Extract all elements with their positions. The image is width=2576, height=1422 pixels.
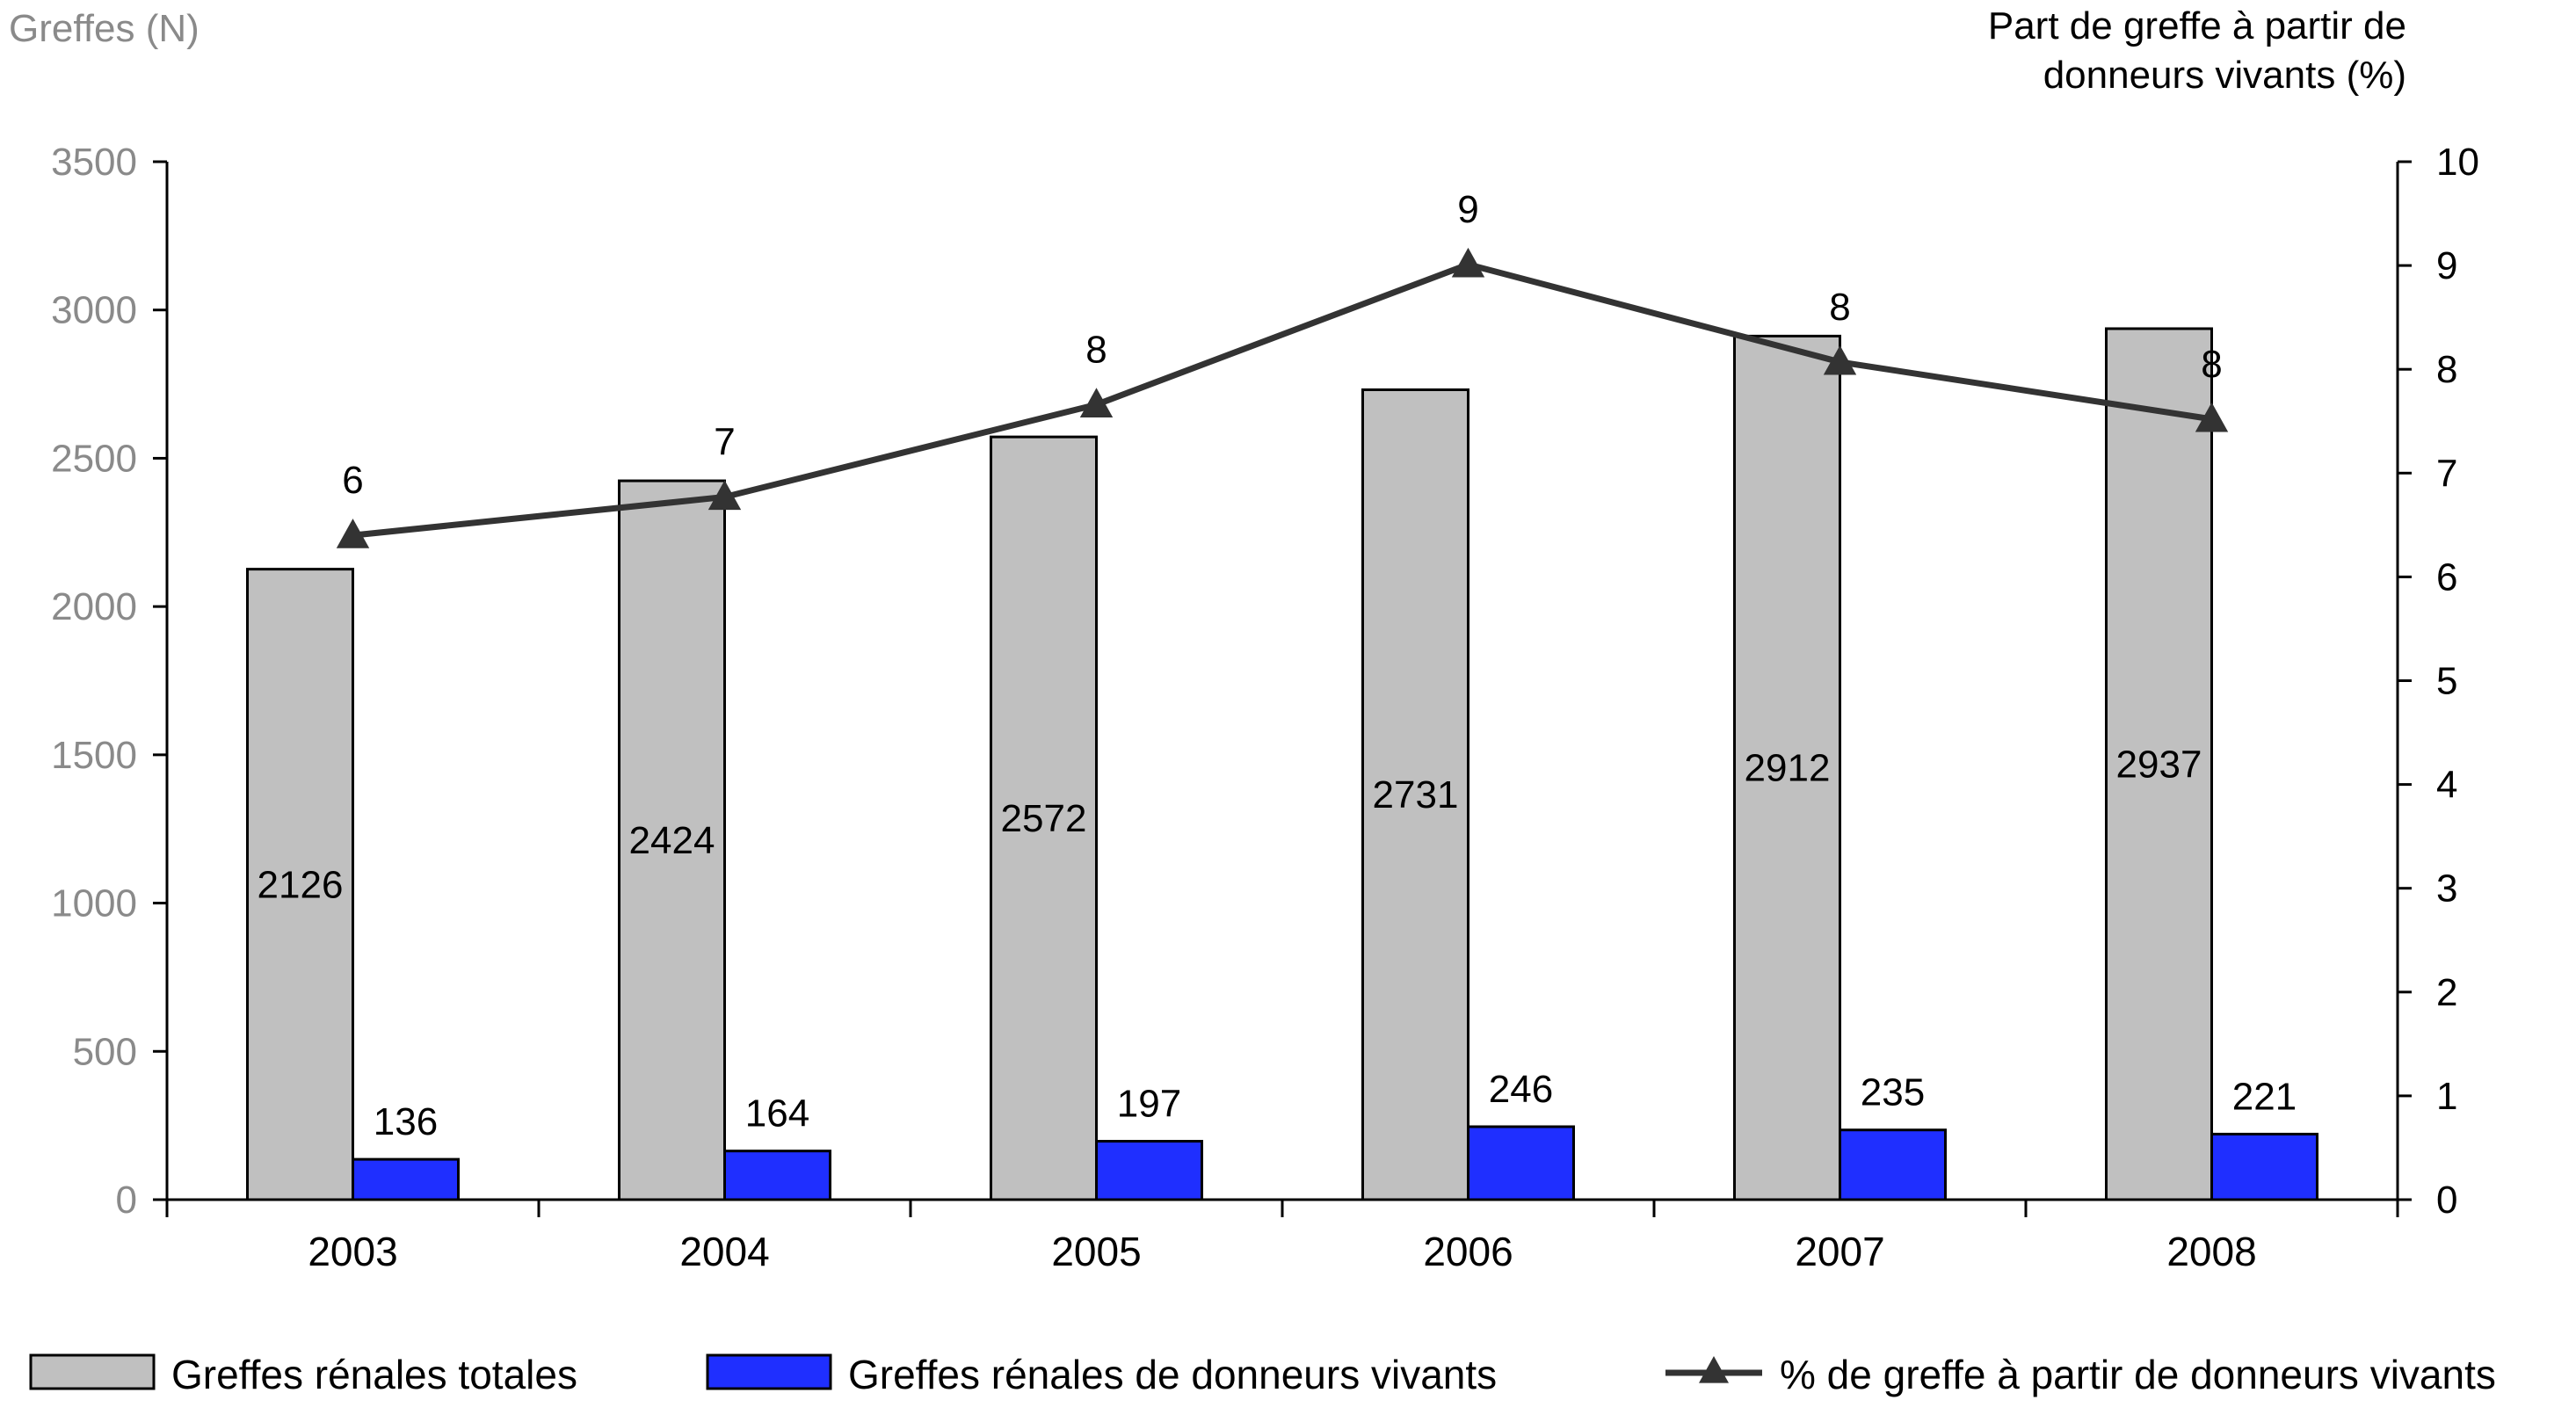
bar-total [990, 435, 1098, 1201]
bars [246, 327, 2318, 1201]
bar-living [352, 1157, 460, 1201]
bar-living [1095, 1140, 1203, 1201]
bar-total-label: 2572 [1001, 797, 1087, 840]
y-left-tick-label: 1500 [51, 734, 137, 777]
legend-label-percent: % de greffe à partir de donneurs vivants [1780, 1352, 2496, 1397]
x-tick-label: 2008 [2166, 1229, 2256, 1274]
bar-living-label: 164 [745, 1092, 809, 1135]
y-right-tick-label: 10 [2436, 141, 2479, 184]
percent-marker [336, 519, 370, 548]
bar-total-label: 2912 [1745, 747, 1831, 790]
percent-label: 7 [714, 420, 735, 463]
percent-marker [1079, 388, 1114, 417]
percent-marker [2195, 402, 2229, 432]
bar-total [1733, 334, 1841, 1201]
bar-total-label: 2126 [258, 863, 344, 906]
y-left-axis-title: Greffes (N) [9, 7, 200, 50]
data-labels: 2126 2424 2572 2731 2912 2937 136 164 197 246 235 2… [258, 188, 2297, 1143]
bar-living [1839, 1128, 1947, 1201]
y-right-tick-label: 0 [2436, 1179, 2457, 1222]
y-left-tick-label: 0 [116, 1179, 137, 1222]
y-right-tick-label: 9 [2436, 244, 2457, 287]
percent-marker [1823, 345, 1857, 375]
percent-label: 8 [1829, 286, 1850, 329]
y-left-tick-label: 2500 [51, 437, 137, 480]
y-right-tick-label: 6 [2436, 555, 2457, 599]
percent-label: 8 [2201, 343, 2222, 386]
bar-living-label: 221 [2232, 1075, 2297, 1118]
y-right-tick-label: 5 [2436, 660, 2457, 703]
bar-living-label: 235 [1861, 1071, 1925, 1114]
percent-label: 8 [1085, 328, 1107, 371]
y-right-tick-label: 8 [2436, 348, 2457, 391]
bar-total [2105, 327, 2213, 1201]
legend-swatch-living [706, 1353, 832, 1390]
bar-living-label: 136 [374, 1100, 438, 1143]
y-right-axis-title-line-2: donneurs vivants (%) [2043, 54, 2406, 97]
legend-swatch-total [29, 1353, 156, 1390]
x-tick-label: 2005 [1051, 1229, 1141, 1274]
x-tick-label: 2006 [1423, 1229, 1513, 1274]
bar-total-label: 2424 [629, 819, 715, 862]
y-right-tick-label: 7 [2436, 452, 2457, 495]
y-left-tick-label: 500 [73, 1030, 137, 1073]
bar-total-label: 2731 [1373, 773, 1459, 816]
y-left-tick-label: 2000 [51, 585, 137, 628]
bar-total [246, 568, 354, 1201]
line-series [336, 247, 2229, 548]
y-right-tick-label: 3 [2436, 867, 2457, 911]
bar-living [2210, 1132, 2318, 1201]
legend-label-living: Greffes rénales de donneurs vivants [848, 1352, 1497, 1397]
bar-living-label: 246 [1489, 1068, 1553, 1111]
y-right-tick-label: 2 [2436, 971, 2457, 1014]
y-left-tick-label: 1000 [51, 882, 137, 925]
x-tick-label: 2004 [679, 1229, 769, 1274]
axes: 0 500 1000 1500 2000 2500 3000 3500 0 1 2 3 4 5 6 7 8 9 10… [51, 141, 2479, 1274]
percent-marker [1451, 247, 1485, 278]
x-tick-label: 2003 [308, 1229, 397, 1274]
bar-total [618, 479, 726, 1201]
y-left-tick-label: 3000 [51, 289, 137, 332]
percent-marker [707, 480, 742, 511]
percent-label: 9 [1457, 188, 1478, 231]
bar-total-label: 2937 [2116, 743, 2202, 786]
bar-living [1467, 1125, 1575, 1201]
y-left-tick-label: 3500 [51, 141, 137, 184]
bar-living [723, 1150, 831, 1201]
y-right-tick-label: 1 [2436, 1075, 2457, 1118]
legend: Greffes rénales totales Greffes rénales d… [29, 1352, 2496, 1397]
legend-label-total: Greffes rénales totales [171, 1352, 577, 1397]
y-right-tick-label: 4 [2436, 764, 2457, 807]
y-right-axis-title-line-1: Part de greffe à partir de [1988, 4, 2406, 47]
bar-living-label: 197 [1117, 1083, 1181, 1126]
legend-swatch-percent-marker [1699, 1356, 1729, 1383]
bar-total [1361, 388, 1469, 1201]
percent-label: 6 [342, 459, 363, 502]
percent-line [352, 261, 2213, 539]
x-tick-label: 2007 [1795, 1229, 1884, 1274]
